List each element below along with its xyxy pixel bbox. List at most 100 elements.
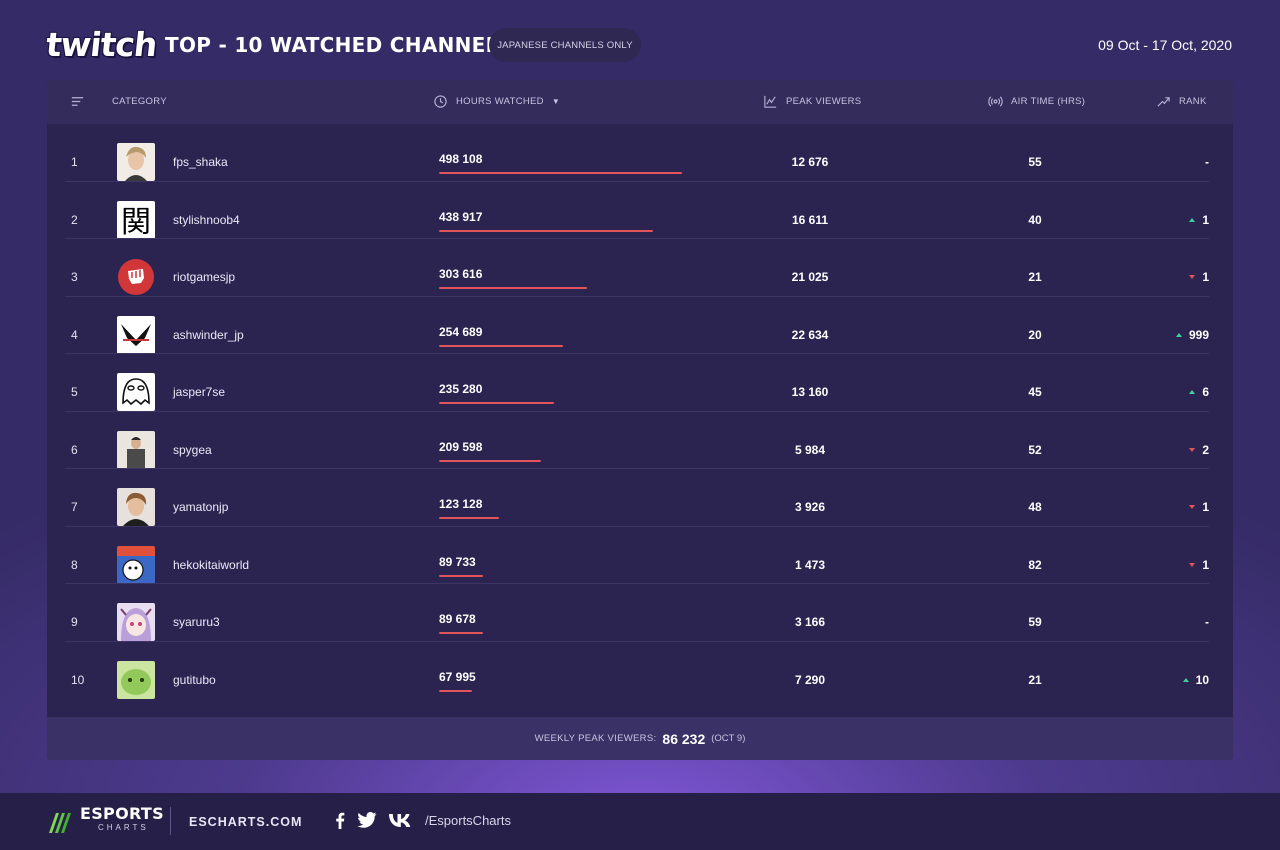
hours-watched-bar [439, 287, 587, 289]
column-hours-watched[interactable]: HOURS WATCHED ▼ [433, 94, 560, 109]
row-divider [65, 640, 1209, 642]
row-divider [65, 583, 1209, 584]
air-time-value: 21 [1028, 672, 1042, 687]
channel-name[interactable]: ashwinder_jp [173, 327, 244, 342]
hours-watched-bar [439, 402, 554, 404]
twitch-logo[interactable]: twitch [44, 25, 159, 64]
rank-change: 6 [1149, 385, 1209, 399]
hours-watched-bar [439, 344, 563, 347]
esports-charts-mark-icon [49, 813, 71, 833]
column-rank[interactable]: RANK [1156, 94, 1207, 109]
date-range: 09 Oct - 17 Oct, 2020 [1098, 37, 1232, 53]
rank-up-icon [1182, 677, 1189, 682]
table-row[interactable]: 10 gutitubo 67 995 7 290 21 10 [47, 642, 1233, 700]
rank-change-value: - [1205, 155, 1209, 169]
rank-change: - [1149, 615, 1209, 629]
ranking-table: CATEGORY HOURS WATCHED ▼ PEAK VIEWERS AI… [47, 80, 1233, 760]
channel-avatar[interactable]: 関 [117, 200, 155, 239]
rank-change-value: 6 [1202, 385, 1209, 399]
social-handle[interactable]: /EsportsCharts [425, 813, 511, 828]
table-row[interactable]: 5 jasper7se 235 280 13 160 45 6 [47, 354, 1233, 412]
channel-name[interactable]: hekokitaiworld [173, 557, 250, 572]
sort-desc-icon: ▼ [551, 97, 561, 106]
hours-watched-bar [439, 459, 541, 462]
column-peak-viewers[interactable]: PEAK VIEWERS [763, 94, 861, 109]
japanese-channels-filter[interactable]: JAPANESE CHANNELS ONLY [489, 28, 641, 62]
vk-icon[interactable] [389, 812, 411, 829]
twitch-logo-text: twitch [44, 25, 159, 64]
air-time-value: 40 [1028, 212, 1042, 227]
column-air-time-label: AIR TIME (HRS) [1011, 96, 1086, 107]
peak-viewers-value: 12 676 [791, 155, 829, 169]
air-time-value: 52 [1028, 442, 1042, 457]
hours-watched-bar [439, 574, 483, 577]
table-row[interactable]: 1 fps_shaka 498 108 12 676 55 - [47, 124, 1233, 182]
clock-icon [434, 95, 447, 108]
rank-change-value: 1 [1202, 500, 1209, 514]
air-time-value: 82 [1028, 557, 1042, 572]
channel-avatar[interactable] [117, 488, 155, 526]
rank-down-icon [1189, 505, 1196, 509]
channel-avatar[interactable] [117, 258, 155, 296]
row-divider [65, 468, 1209, 469]
rank-change: 1 [1149, 213, 1209, 227]
table-row[interactable]: 7 yamatonjp 123 128 3 926 48 1 [47, 469, 1233, 527]
column-air-time[interactable]: AIR TIME (HRS) [988, 94, 1085, 109]
hours-watched-bar [439, 172, 682, 174]
sort-list-icon[interactable] [70, 94, 85, 109]
table-row[interactable]: 8 hekokitaiworld 89 733 1 473 82 1 [47, 527, 1233, 584]
channel-name[interactable]: stylishnoob4 [173, 212, 240, 227]
table-row[interactable]: 6 spygea 209 598 5 984 52 2 [47, 412, 1233, 469]
channel-name[interactable]: spygea [173, 442, 212, 457]
esports-charts-logo[interactable]: ESPORTS CHARTS [46, 804, 164, 835]
peak-viewers-value: 16 611 [791, 212, 829, 227]
rank-change: - [1149, 155, 1209, 169]
row-divider [65, 180, 1209, 182]
column-category[interactable]: CATEGORY [112, 96, 167, 107]
table-header: CATEGORY HOURS WATCHED ▼ PEAK VIEWERS AI… [47, 80, 1233, 124]
channel-avatar[interactable] [117, 545, 155, 584]
air-time-value: 45 [1028, 385, 1042, 399]
twitter-icon[interactable] [357, 812, 377, 829]
table-row[interactable]: 2 関 stylishnoob4 438 917 16 611 40 1 [47, 182, 1233, 239]
table-row[interactable]: 3 riotgamesjp 303 616 21 025 21 1 [47, 239, 1233, 297]
channel-name[interactable]: jasper7se [173, 385, 226, 399]
air-time-value: 20 [1028, 327, 1042, 342]
rank-change-value: 1 [1202, 557, 1209, 572]
channel-avatar[interactable] [117, 660, 155, 699]
channel-avatar[interactable] [117, 315, 155, 354]
hours-watched-bar [439, 632, 483, 634]
table-row[interactable]: 9 syaruru3 89 678 3 166 59 - [47, 584, 1233, 642]
weekly-peak-summary: WEEKLY PEAK VIEWERS: 86 232 (OCT 9) [47, 717, 1233, 760]
row-rank: 7 [71, 500, 78, 514]
channel-name[interactable]: yamatonjp [173, 500, 229, 514]
channel-name[interactable]: riotgamesjp [173, 270, 236, 284]
site-link[interactable]: ESCHARTS.COM [189, 815, 303, 829]
channel-name[interactable]: fps_shaka [173, 155, 228, 169]
chart-icon [764, 95, 777, 108]
footer-divider [170, 807, 171, 835]
channel-avatar[interactable] [117, 603, 155, 641]
peak-viewers-value: 3 166 [794, 615, 826, 629]
channel-name[interactable]: gutitubo [173, 672, 216, 687]
row-divider [65, 410, 1209, 412]
row-divider [65, 295, 1209, 297]
channel-avatar[interactable] [117, 143, 155, 181]
channel-name[interactable]: syaruru3 [173, 615, 220, 629]
rank-change: 10 [1149, 673, 1209, 687]
channel-avatar[interactable] [117, 430, 155, 469]
rank-down-icon [1189, 447, 1196, 452]
hours-watched-value: 235 280 [439, 382, 483, 396]
peak-viewers-value: 1 473 [794, 557, 826, 572]
page-title: TOP - 10 WATCHED CHANNELS [165, 33, 514, 57]
row-rank: 4 [71, 327, 78, 342]
rank-change: 1 [1149, 270, 1209, 284]
channel-avatar[interactable] [117, 373, 155, 411]
hours-watched-value: 67 995 [439, 669, 476, 684]
brand-main: ESPORTS [80, 804, 164, 823]
row-divider [65, 353, 1209, 354]
hours-watched-value: 123 128 [439, 497, 483, 511]
table-row[interactable]: 4 ashwinder_jp 254 689 22 634 20 999 [47, 297, 1233, 354]
row-rank: 2 [71, 212, 78, 227]
facebook-icon[interactable] [335, 812, 345, 829]
